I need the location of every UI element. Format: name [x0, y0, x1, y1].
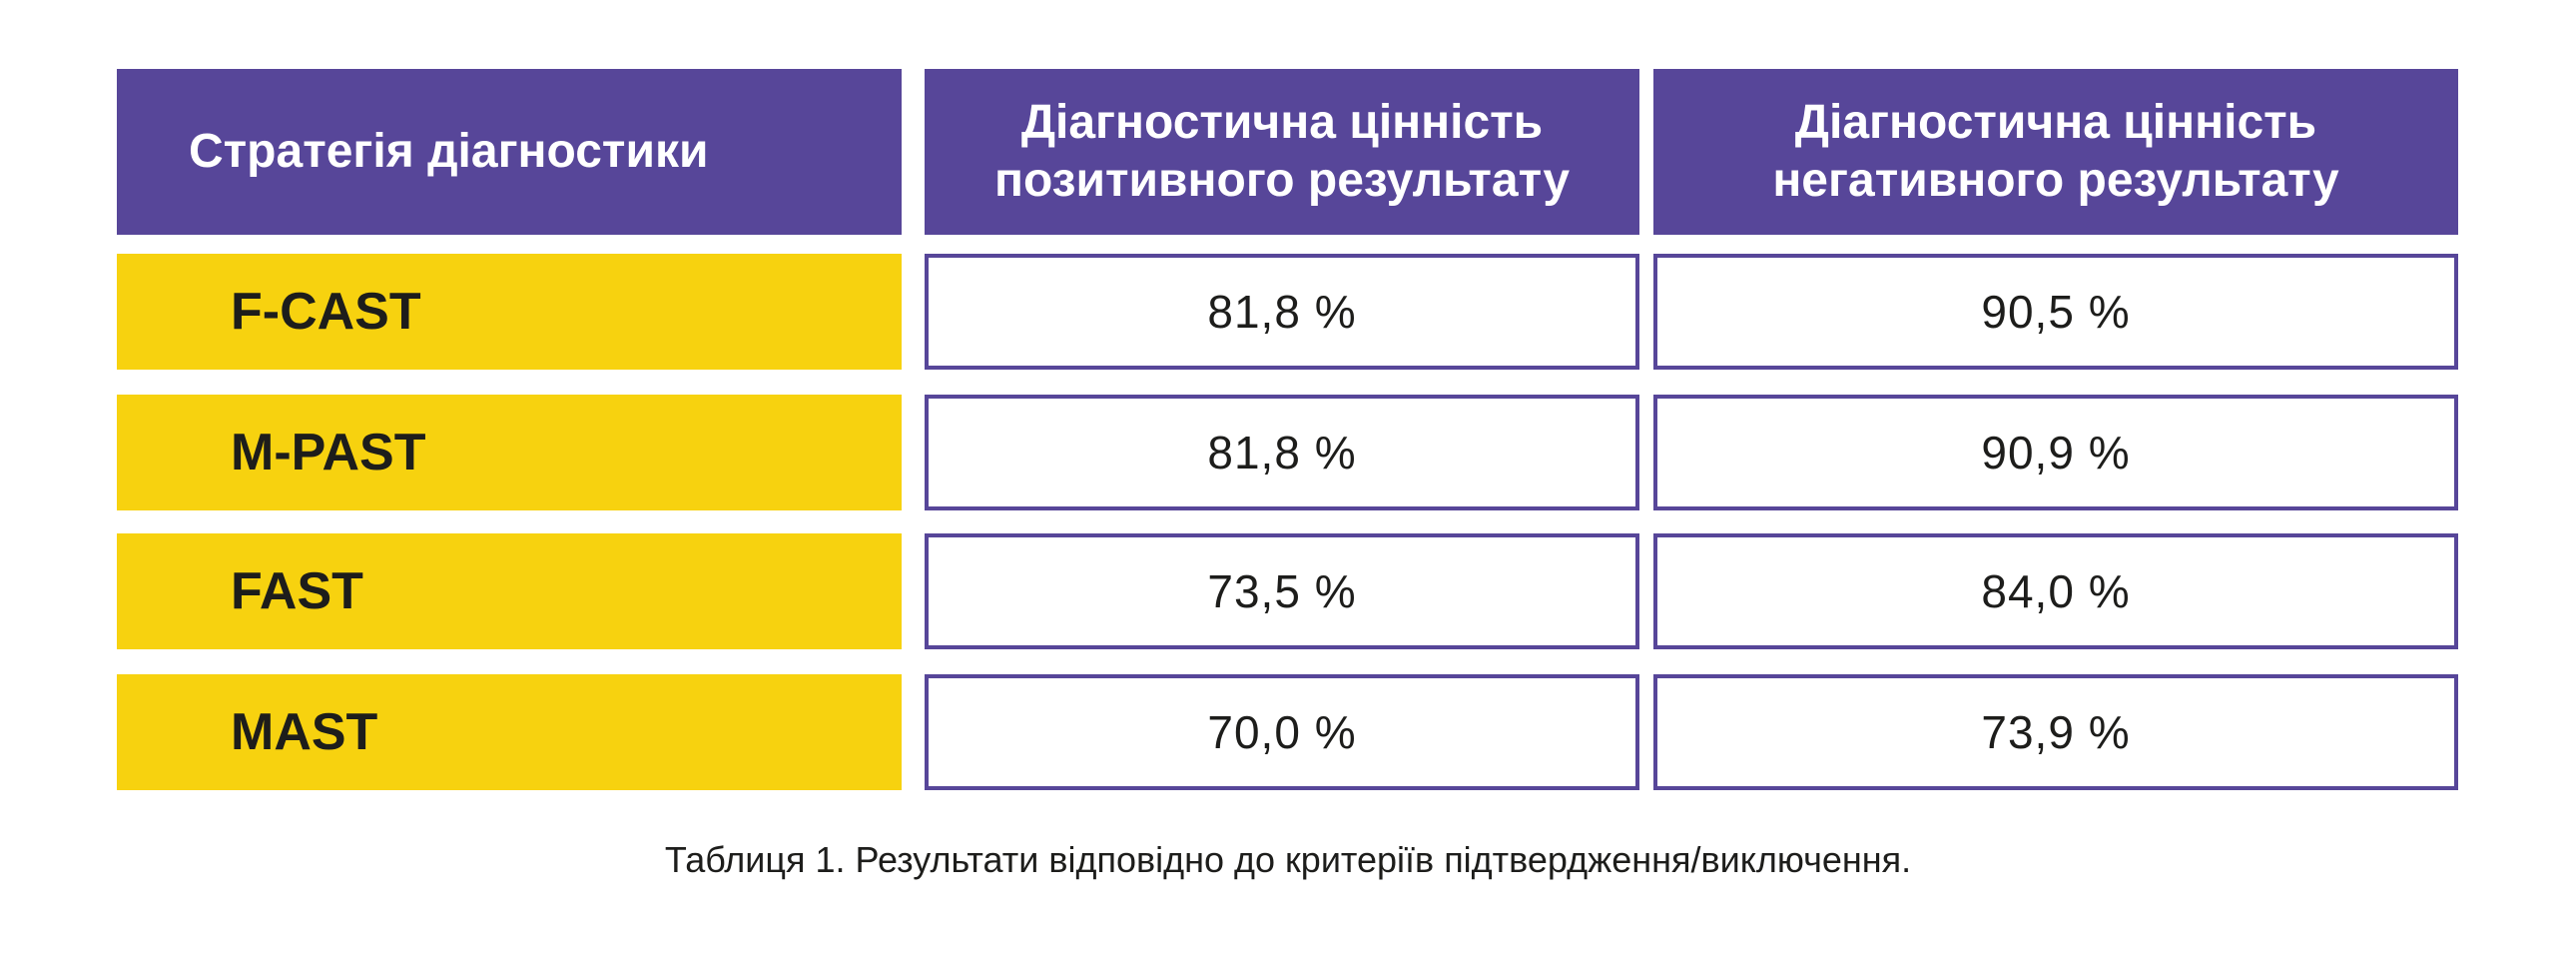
strategy-cell: M-PAST [117, 395, 902, 510]
header-strategy-label: Стратегія діагностики [189, 125, 709, 178]
strategy-cell: FAST [117, 533, 902, 649]
negative-value-cell: 90,5 % [1653, 254, 2458, 370]
header-positive-line2: позитивного результату [993, 154, 1571, 207]
negative-value-cell: 84,0 % [1653, 533, 2458, 649]
positive-value-cell: 70,0 % [925, 674, 1639, 790]
strategy-cell: F-CAST [117, 254, 902, 370]
header-negative-value: Діагностична цінність негативного резуль… [1653, 69, 2458, 235]
table-caption: Таблиця 1. Результати відповідно до крит… [664, 839, 1912, 880]
positive-value-cell: 73,5 % [925, 533, 1639, 649]
header-strategy: Стратегія діагностики [117, 69, 902, 235]
negative-value-cell: 90,9 % [1653, 395, 2458, 510]
negative-value-cell: 73,9 % [1653, 674, 2458, 790]
positive-value-cell: 81,8 % [925, 395, 1639, 510]
strategy-cell: MAST [117, 674, 902, 790]
header-negative-line2: негативного результату [1772, 154, 2339, 207]
header-negative-line1: Діагностична цінність [1794, 96, 2317, 149]
header-positive-value: Діагностична цінність позитивного резуль… [925, 69, 1639, 235]
positive-value-cell: 81,8 % [925, 254, 1639, 370]
header-positive-line1: Діагностична цінність [1020, 96, 1544, 149]
